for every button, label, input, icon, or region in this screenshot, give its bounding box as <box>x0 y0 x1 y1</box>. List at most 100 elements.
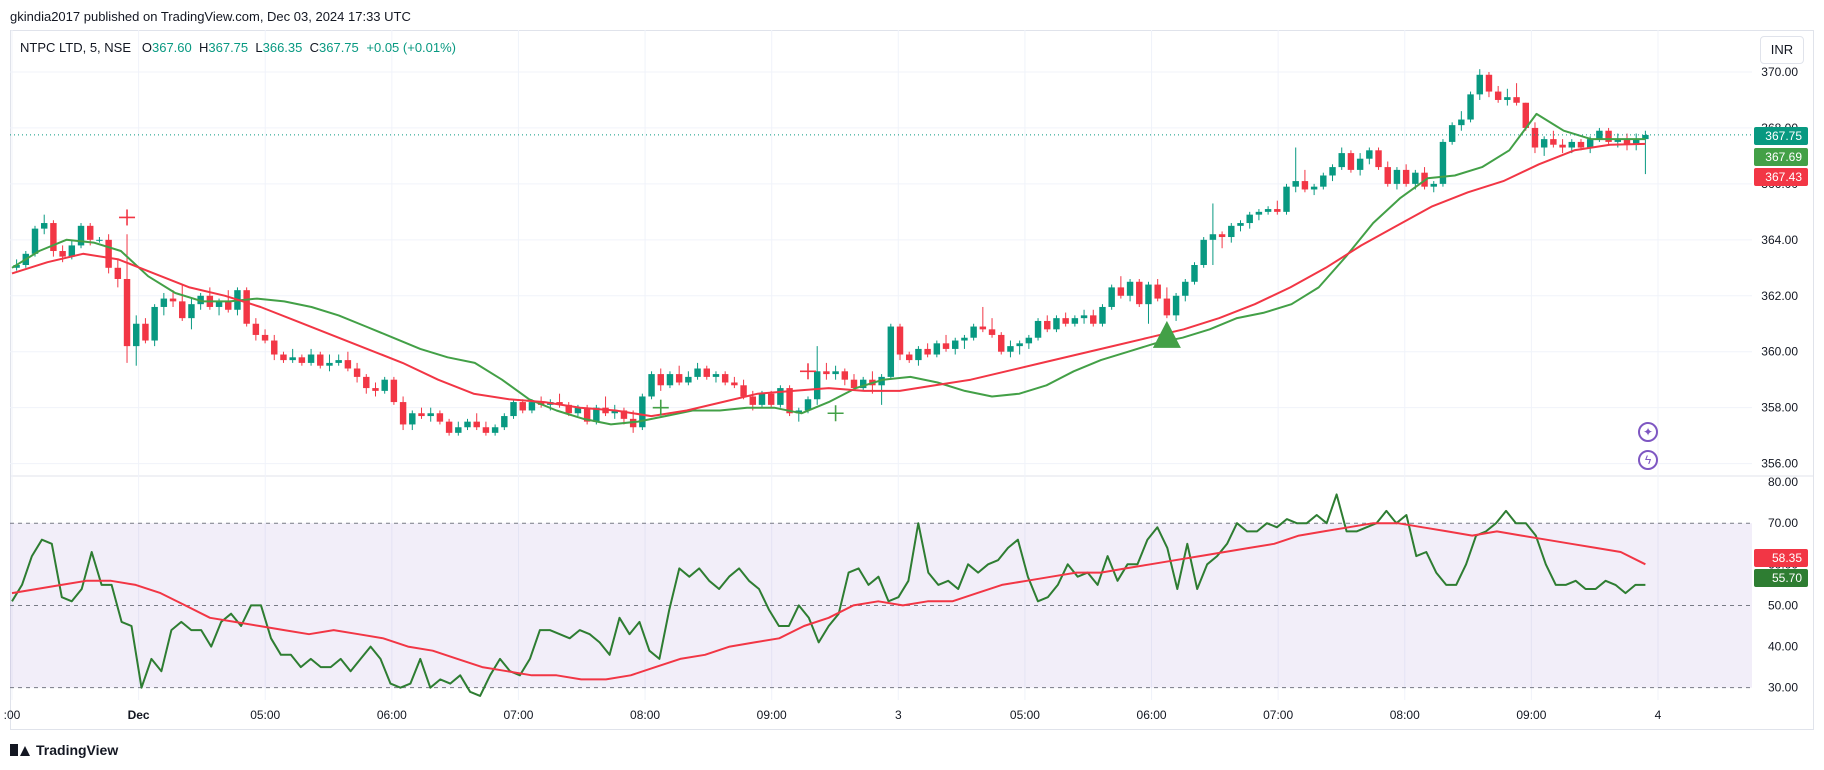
candle-body <box>344 360 352 369</box>
candle-body <box>1071 318 1079 324</box>
price-value-tag-bg <box>1754 148 1808 166</box>
candle-body <box>1375 150 1382 168</box>
rsi-value-tag: 55.70 <box>1772 571 1802 585</box>
rsi-tick-label: 80.00 <box>1768 475 1798 489</box>
rsi-tick-label: 50.00 <box>1768 598 1798 612</box>
rsi-ma-line <box>11 522 1646 681</box>
candle-body <box>1264 209 1272 212</box>
candle-body <box>68 245 76 257</box>
candle-body <box>418 413 425 417</box>
candle-body <box>390 379 398 403</box>
candle-body <box>491 427 499 433</box>
candle-body <box>767 393 775 405</box>
open-value: 367.60 <box>151 40 192 55</box>
price-tick-label: 360.00 <box>1761 345 1798 359</box>
time-tick-label: 09:00 <box>1516 708 1546 722</box>
candle-body <box>1080 315 1088 319</box>
candle-body <box>574 407 582 414</box>
currency-button[interactable]: INR <box>1760 36 1804 64</box>
candle-body <box>952 340 959 349</box>
open-label: O <box>141 40 152 55</box>
candle-body <box>261 334 269 341</box>
candle-body <box>1016 343 1023 347</box>
candle-body <box>712 374 720 377</box>
candle-body <box>1513 97 1520 103</box>
candle-body <box>326 362 333 366</box>
candle-body <box>942 343 950 349</box>
candle-body <box>1136 281 1143 305</box>
candle-body <box>1531 127 1539 148</box>
price-value-tag-bg <box>1754 168 1808 186</box>
price-value-tag: 367.75 <box>1765 129 1802 143</box>
candle-body <box>1034 320 1042 338</box>
candle-body <box>1145 284 1152 305</box>
time-tick-label: 4 <box>1655 708 1662 722</box>
time-tick-label: 05:00 <box>1010 708 1040 722</box>
candle-body <box>169 298 177 302</box>
time-tick-label: 3 <box>895 708 902 722</box>
axes: 370.00368.00366.00364.00362.00360.00358.… <box>4 65 1808 722</box>
time-tick-label: 08:00 <box>630 708 660 722</box>
candle-body <box>1485 74 1493 92</box>
publisher-caption: gkindia2017 published on TradingView.com… <box>10 9 411 24</box>
candle-body <box>1476 74 1483 95</box>
candle-body <box>1172 295 1180 316</box>
sparkle-icon[interactable]: ✦ <box>1638 422 1658 442</box>
candle-body <box>160 298 168 307</box>
candle-body <box>786 388 793 414</box>
candle-body <box>988 329 996 335</box>
candle-body <box>1494 91 1502 100</box>
candle-body <box>648 374 655 397</box>
symbol-name[interactable]: NTPC LTD, 5, NSE <box>20 40 132 55</box>
candle-body <box>933 343 941 355</box>
rsi-value-tag-bg <box>1754 549 1808 567</box>
candle-body <box>528 402 536 411</box>
candle-body <box>583 407 591 422</box>
candle-body <box>1163 298 1171 316</box>
lightning-icon[interactable]: ϟ <box>1638 450 1658 470</box>
candle-body <box>123 278 131 347</box>
candle-body <box>721 374 729 383</box>
candle-body <box>510 402 517 417</box>
signal-markers <box>119 209 1181 422</box>
tradingview-logo[interactable]: TradingView <box>10 742 118 758</box>
rsi-value-tag: 58.35 <box>1772 551 1802 565</box>
candle-body <box>998 334 1005 352</box>
candle-body <box>519 402 526 411</box>
candle-body <box>50 223 57 252</box>
ema-slow-line <box>11 142 1646 418</box>
candle-body <box>1577 141 1585 148</box>
candle-body <box>1246 214 1253 224</box>
candle-body <box>924 348 931 355</box>
close-value: 367.75 <box>319 40 359 55</box>
candle-body <box>1356 158 1364 170</box>
candle-body <box>133 323 140 347</box>
candle-body <box>1044 320 1051 330</box>
candle-body <box>823 371 830 375</box>
candle-body <box>841 371 849 380</box>
candle-body <box>1228 225 1235 238</box>
candle-body <box>335 360 342 363</box>
rsi-line <box>11 493 1646 697</box>
price-value-tag-bg <box>1754 127 1808 145</box>
candle-body <box>1007 346 1014 352</box>
candle-body <box>105 239 112 268</box>
candle-body <box>1605 130 1612 142</box>
candle-body <box>1283 186 1290 212</box>
candle-body <box>1393 169 1401 184</box>
candle-body <box>1182 281 1189 296</box>
candle-body <box>86 225 94 240</box>
candle-body <box>1467 94 1474 120</box>
tradingview-mark-icon <box>10 744 30 756</box>
candle-body <box>1320 175 1327 187</box>
candle-body <box>1025 337 1033 344</box>
candle-body <box>685 376 692 383</box>
candles <box>13 69 1649 436</box>
time-tick-label: 08:00 <box>1390 708 1420 722</box>
candle-body <box>363 376 370 389</box>
candle-body <box>1458 119 1465 126</box>
candle-body <box>225 301 232 310</box>
candle-body <box>1126 281 1134 296</box>
candle-body <box>1412 172 1419 184</box>
